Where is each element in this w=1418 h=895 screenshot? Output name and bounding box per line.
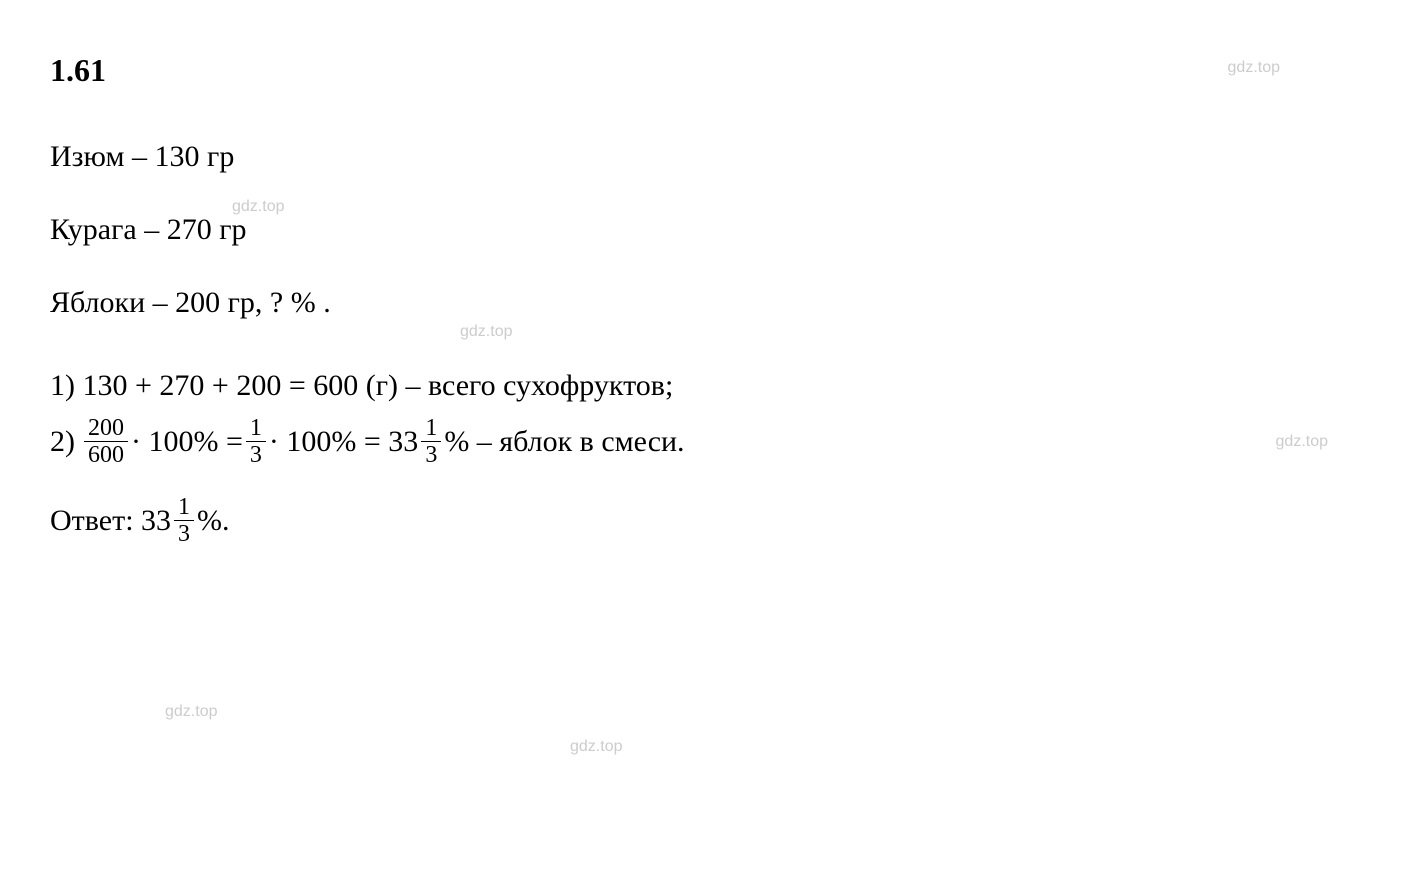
answer-label: Ответ: 33 (50, 498, 171, 543)
frac1-denominator: 600 (84, 442, 128, 467)
given-apricots: Курага – 270 гр (50, 207, 1368, 252)
solution-step-1: 1) 130 + 270 + 200 = 600 (г) – всего сух… (50, 363, 1368, 408)
solution-step-2: 2) 200 600 · 100% = 1 3 · 100% = 33 1 3 … (50, 416, 1368, 467)
problem-number: 1.61 (50, 46, 1368, 94)
step2-part2: · 100% = (131, 419, 243, 464)
answer-fraction: 1 3 (174, 495, 194, 546)
fraction-1-3: 1 3 (246, 416, 266, 467)
answer-numerator: 1 (174, 495, 194, 521)
answer-suffix: %. (197, 498, 230, 543)
given-apples: Яблоки – 200 гр, ? % . (50, 280, 1368, 325)
mixed-numerator: 1 (421, 416, 441, 442)
answer-line: Ответ: 33 1 3 %. (50, 495, 1368, 546)
step2-part4: % – яблок в смеси. (444, 419, 684, 464)
frac2-numerator: 1 (246, 416, 266, 442)
frac1-numerator: 200 (84, 416, 128, 442)
watermark: gdz.top (570, 735, 622, 759)
step1-text: 1) 130 + 270 + 200 = 600 (г) – всего сух… (50, 363, 673, 408)
given-raisins: Изюм – 130 гр (50, 134, 1368, 179)
frac2-denominator: 3 (246, 442, 266, 467)
step2-prefix: 2) (50, 419, 75, 464)
mixed-denominator: 3 (421, 442, 441, 467)
watermark: gdz.top (165, 700, 217, 724)
step2-part3: · 100% = 33 (269, 419, 418, 464)
fraction-200-600: 200 600 (84, 416, 128, 467)
answer-denominator: 3 (174, 521, 194, 546)
mixed-fraction-1-3: 1 3 (421, 416, 441, 467)
